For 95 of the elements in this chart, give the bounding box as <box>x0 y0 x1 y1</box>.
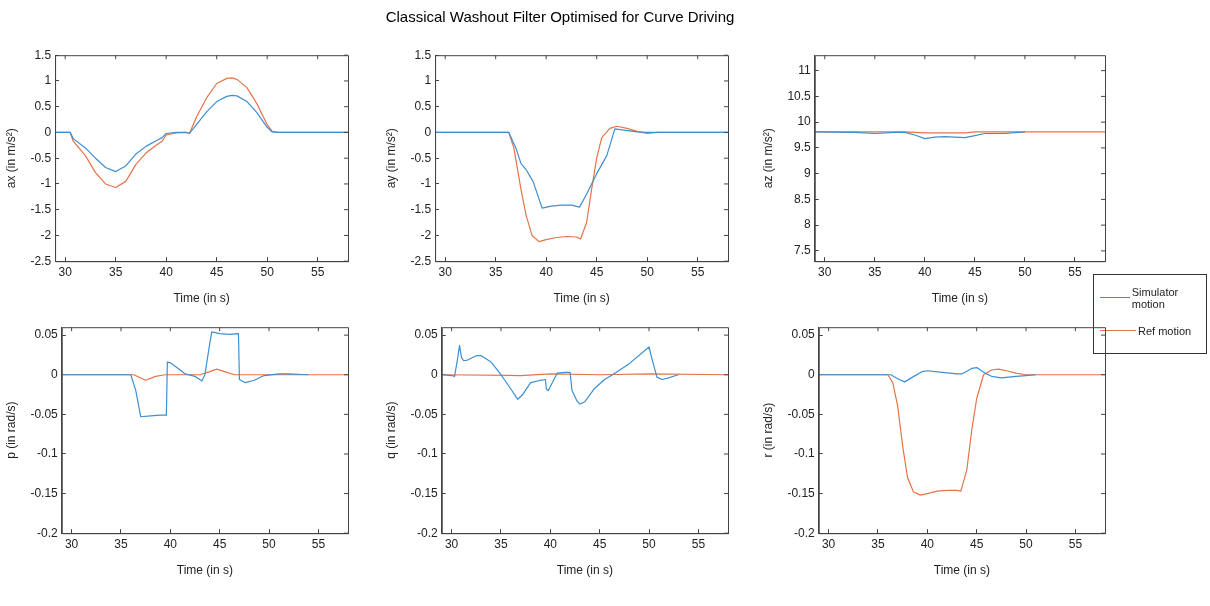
y-tick-label: -0.2 <box>417 525 439 540</box>
y-tick-label: 1.5 <box>414 47 432 62</box>
x-tick-label: 55 <box>691 536 706 551</box>
x-tick-label: 50 <box>1018 264 1032 279</box>
y-tick-label: 0 <box>51 367 59 382</box>
y-tick-label: 10.5 <box>787 88 812 103</box>
y-tick-label: -0.2 <box>794 525 816 540</box>
x-tick-label: 30 <box>821 536 836 551</box>
y-tick-label: 1 <box>44 73 52 88</box>
y-tick-label: -0.05 <box>410 406 439 421</box>
y-tick-label: 1.5 <box>34 47 52 62</box>
x-tick-label: 35 <box>494 536 508 551</box>
y-tick-label: -2 <box>40 227 52 242</box>
y-tick-label: 7.5 <box>794 243 812 258</box>
x-axis-title: Time (in s) <box>556 563 613 578</box>
y-tick-label: -1.5 <box>410 202 432 217</box>
y-axis-title: ax (in m/s²) <box>3 128 18 189</box>
x-tick-label: 50 <box>642 536 657 551</box>
y-tick-label: 0.5 <box>414 99 432 114</box>
y-tick-label: 0 <box>431 367 439 382</box>
y-tick-label: 8.5 <box>794 191 812 206</box>
y-tick-label: 0 <box>424 124 432 139</box>
x-axis-title: Time (in s) <box>553 291 610 306</box>
x-tick-label: 30 <box>58 264 73 279</box>
y-axis-title: r (in rad/s) <box>760 402 775 458</box>
x-tick-label: 35 <box>109 264 123 279</box>
x-tick-label: 40 <box>918 264 932 279</box>
y-tick-label: -0.1 <box>417 446 439 461</box>
x-axis-title: Time (in s) <box>176 563 233 578</box>
x-tick-label: 40 <box>539 264 554 279</box>
x-tick-label: 30 <box>64 536 79 551</box>
y-axis-title: ay (in m/s²) <box>383 128 398 189</box>
x-tick-label: 45 <box>970 536 984 551</box>
y-tick-label: -0.1 <box>37 446 59 461</box>
y-tick-label: 10 <box>797 114 812 129</box>
legend-label: Simulator motion <box>1131 285 1180 310</box>
y-tick-label: 1 <box>424 73 432 88</box>
chart-title: Classical Washout Filter Optimised for Curve Driving <box>384 8 736 25</box>
x-tick-label: 55 <box>311 264 325 279</box>
x-tick-label: 35 <box>114 536 128 551</box>
y-tick-label: -1 <box>420 176 432 191</box>
y-tick-label: -0.1 <box>794 446 816 461</box>
x-tick-label: 45 <box>210 264 224 279</box>
y-tick-label: 9.5 <box>794 140 812 155</box>
x-tick-label: 40 <box>163 536 178 551</box>
y-tick-label: -0.5 <box>30 150 52 165</box>
y-tick-label: -0.15 <box>30 485 59 500</box>
x-tick-label: 45 <box>593 536 607 551</box>
legend-label: Ref motion <box>1138 324 1192 337</box>
x-tick-label: 55 <box>311 536 326 551</box>
y-tick-label: 0.5 <box>34 99 52 114</box>
x-tick-label: 45 <box>968 264 982 279</box>
y-tick-label: -1 <box>40 176 52 191</box>
y-tick-label: -0.05 <box>787 406 816 421</box>
y-tick-label: -0.2 <box>37 525 59 540</box>
y-tick-label: -1.5 <box>30 202 52 217</box>
x-axis-title: Time (in s) <box>173 291 230 306</box>
x-tick-label: 55 <box>691 264 705 279</box>
y-tick-label: 0 <box>44 124 52 139</box>
x-tick-label: 30 <box>818 264 832 279</box>
x-axis-title: Time (in s) <box>931 291 988 306</box>
y-tick-label: -2.5 <box>30 253 52 268</box>
y-tick-label: 0.05 <box>414 327 439 342</box>
x-tick-label: 50 <box>640 264 655 279</box>
y-tick-label: 0 <box>808 367 816 382</box>
x-tick-label: 55 <box>1068 536 1083 551</box>
y-axis-title: q (in rad/s) <box>383 401 398 459</box>
y-tick-label: -2 <box>420 227 432 242</box>
y-tick-label: 0.05 <box>791 327 816 342</box>
x-axis-title: Time (in s) <box>933 563 990 578</box>
y-tick-label: -0.15 <box>410 485 439 500</box>
y-tick-label: -0.5 <box>410 150 432 165</box>
x-tick-label: 35 <box>868 264 882 279</box>
y-axis-title: p (in rad/s) <box>3 401 18 459</box>
y-tick-label: 11 <box>798 62 812 77</box>
y-tick-label: -0.05 <box>30 406 59 421</box>
x-tick-label: 35 <box>871 536 885 551</box>
x-tick-label: 45 <box>590 264 604 279</box>
x-tick-label: 45 <box>213 536 227 551</box>
x-tick-label: 30 <box>444 536 459 551</box>
y-tick-label: 9 <box>804 165 812 180</box>
x-tick-label: 40 <box>159 264 174 279</box>
x-tick-label: 40 <box>920 536 935 551</box>
y-tick-label: 0.05 <box>34 327 59 342</box>
x-tick-label: 55 <box>1068 264 1082 279</box>
x-tick-label: 40 <box>543 536 558 551</box>
y-tick-label: 8 <box>804 217 812 232</box>
y-tick-label: -2.5 <box>410 253 432 268</box>
x-tick-label: 50 <box>260 264 275 279</box>
y-axis-title: az (in m/s²) <box>760 128 775 189</box>
x-tick-label: 50 <box>1019 536 1034 551</box>
x-tick-label: 30 <box>438 264 453 279</box>
x-tick-label: 50 <box>262 536 277 551</box>
x-tick-label: 35 <box>489 264 503 279</box>
y-tick-label: -0.15 <box>787 485 816 500</box>
